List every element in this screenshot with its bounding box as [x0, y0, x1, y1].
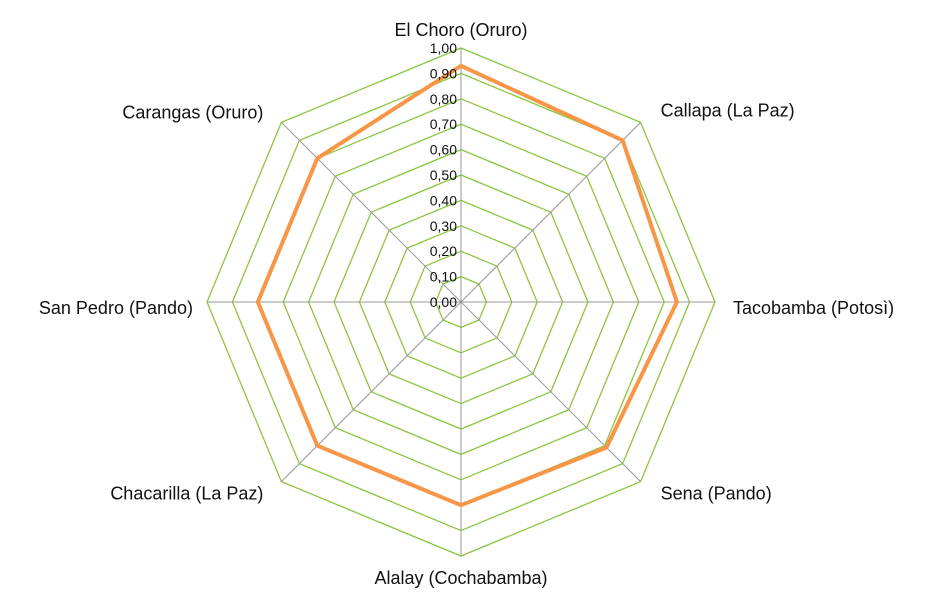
tick-label: 0,60: [430, 142, 457, 158]
tick-label: 0,10: [430, 269, 457, 285]
radar-spoke: [460, 301, 641, 482]
category-label: Alalay (Cochabamba): [374, 568, 547, 588]
tick-label: 0,50: [430, 167, 457, 183]
category-label: Carangas (Oruro): [122, 102, 263, 122]
category-label: Tacobamba (Potosì): [733, 298, 894, 318]
radar-spoke: [281, 301, 462, 482]
tick-label: 0,30: [430, 218, 457, 234]
radar-category-labels: El Choro (Oruro) Callapa (La Paz) Tacobamb…: [39, 20, 894, 588]
series-line: [255, 63, 679, 508]
category-label: Chacarilla (La Paz): [110, 484, 263, 504]
tick-label: 0,80: [430, 91, 457, 107]
tick-label: 1,00: [430, 40, 457, 56]
category-label: El Choro (Oruro): [394, 20, 527, 40]
category-label: San Pedro (Pando): [39, 298, 193, 318]
tick-label: 0,90: [430, 65, 457, 81]
category-label: Callapa (La Paz): [661, 100, 795, 120]
radar-tick-labels: 0,00 0,10 0,20 0,30 0,40 0,50 0,60 0,70 0,80 0,90…: [430, 40, 457, 310]
radar-spoke: [460, 122, 641, 303]
radar-spoke: [281, 122, 462, 303]
category-label: Sena (Pando): [661, 484, 772, 504]
radar-series: [255, 63, 679, 508]
tick-label: 0,00: [430, 294, 457, 310]
tick-label: 0,20: [430, 243, 457, 259]
tick-label: 0,70: [430, 116, 457, 132]
tick-label: 0,40: [430, 192, 457, 208]
radar-spokes: [207, 48, 715, 556]
